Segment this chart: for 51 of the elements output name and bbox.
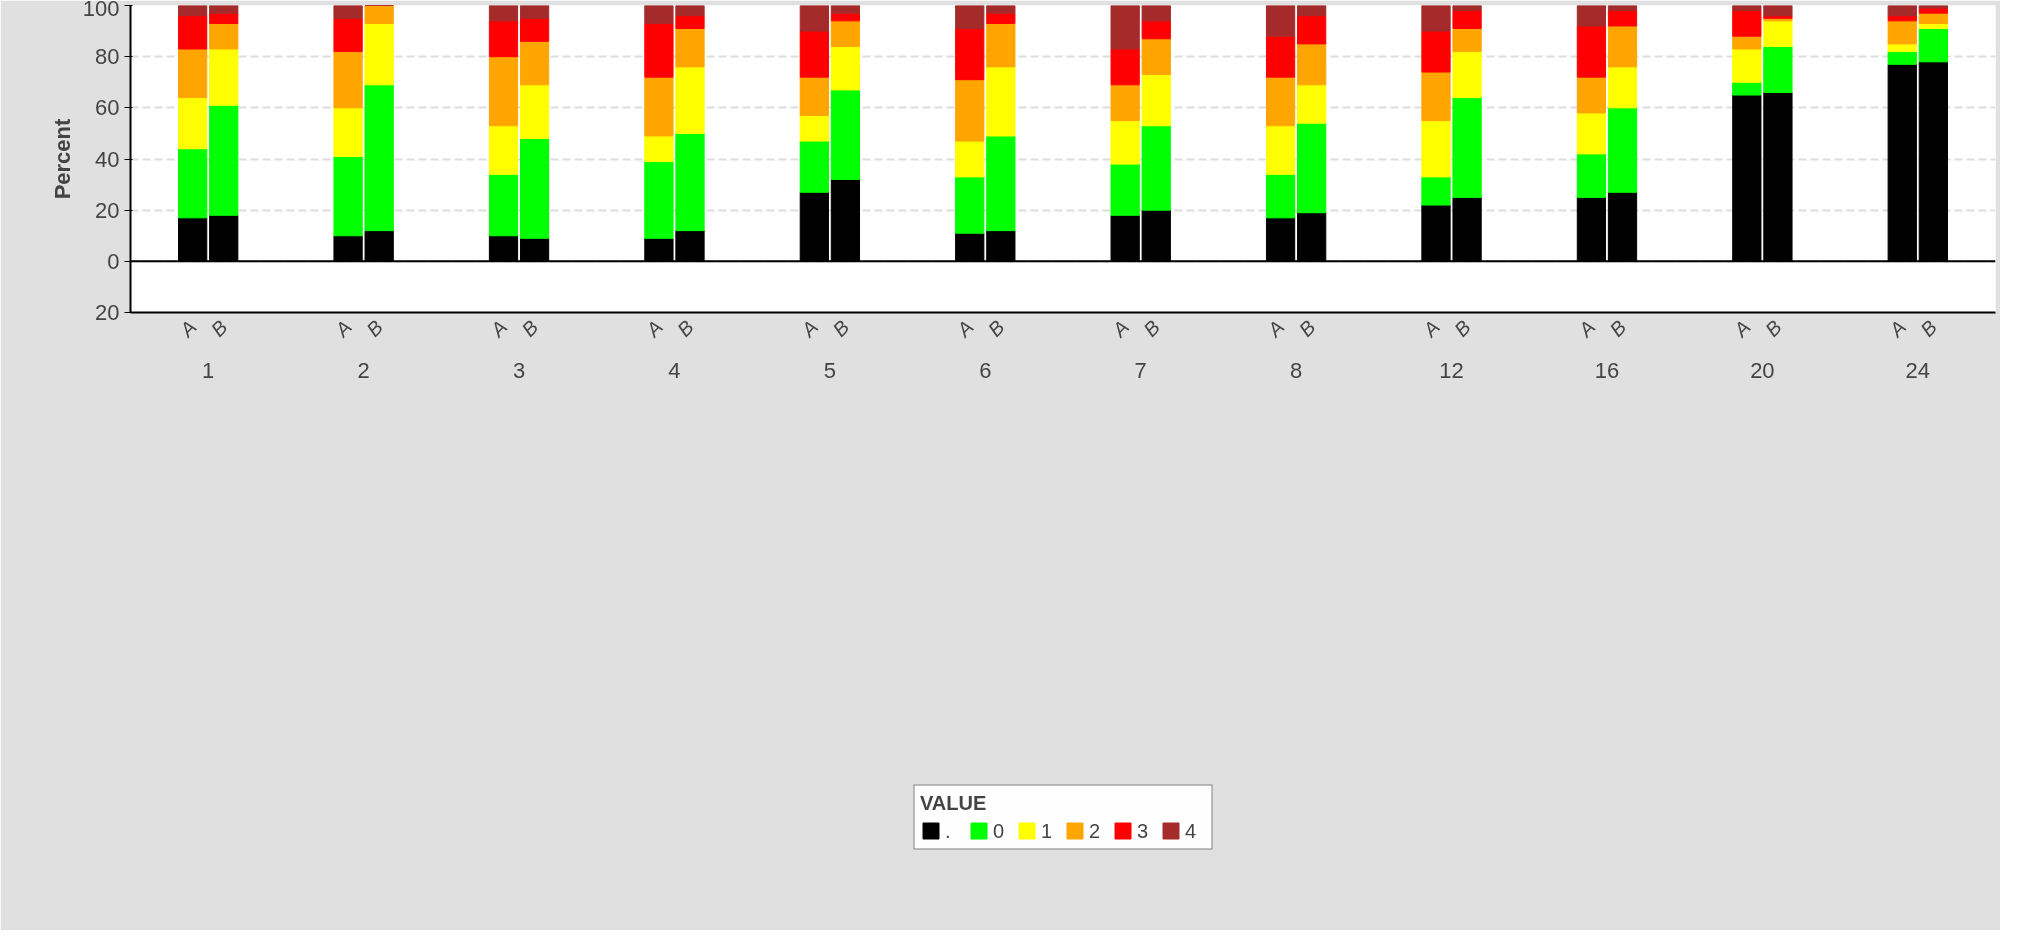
x-tick-label: B — [828, 315, 854, 341]
x-tick-label: B — [983, 315, 1009, 341]
x-tick-label: A — [1262, 315, 1289, 342]
x-tick-label: A — [330, 315, 356, 342]
y-tick-label: 0 — [107, 248, 120, 274]
y-tick-label: 100 — [82, 0, 120, 21]
legend-label: 2 — [1089, 819, 1102, 843]
text: 24 — [1905, 357, 1931, 383]
text: 4 — [668, 357, 681, 383]
legend-title: VALUE — [920, 791, 988, 815]
x-tick-label: B — [1760, 315, 1786, 341]
text: 12 — [1439, 357, 1464, 383]
y-tick-label: 60 — [95, 95, 120, 121]
text: 20 — [1750, 357, 1775, 383]
x-tick-label: B — [1139, 315, 1165, 341]
x-tick-label: A — [951, 315, 978, 342]
text: 16 — [1594, 357, 1620, 383]
x-tick-label: A — [1418, 315, 1444, 342]
x-tick-label: A — [1573, 315, 1600, 342]
x-tick-label: B — [1449, 315, 1475, 341]
text: 3 — [512, 357, 526, 383]
legend-label: 1 — [1041, 819, 1054, 843]
text: 8 — [1290, 357, 1303, 383]
text: 5 — [823, 357, 837, 383]
y-axis-title: Percent — [49, 117, 75, 200]
x-tick-label: B — [206, 315, 232, 341]
x-tick-label: A — [796, 315, 823, 342]
legend-label: 0 — [993, 819, 1006, 843]
legend-label: . — [945, 819, 952, 843]
text: 7 — [1134, 357, 1147, 383]
y-tick-label: 40 — [95, 146, 120, 172]
x-tick-label: B — [361, 315, 388, 341]
x-tick-label: B — [1294, 315, 1320, 341]
x-tick-label: A — [1107, 315, 1134, 342]
x-tick-label: A — [485, 315, 512, 342]
text: 2 — [357, 357, 370, 383]
y-tick-label: 20 — [95, 197, 120, 223]
y-tick-label: 80 — [95, 44, 120, 70]
x-tick-label: A — [641, 315, 667, 342]
x-tick-label: B — [517, 315, 543, 341]
x-tick-label: A — [174, 315, 201, 342]
text: 6 — [979, 357, 992, 383]
x-tick-label: B — [672, 315, 698, 341]
y-tick-label: 20 — [95, 300, 120, 325]
x-tick-label: A — [1884, 315, 1911, 342]
text: 1 — [202, 357, 215, 383]
legend-label: 4 — [1185, 819, 1198, 843]
x-tick-label: A — [1728, 315, 1755, 342]
x-tick-label: B — [1605, 315, 1631, 341]
x-tick-label: B — [1916, 315, 1942, 341]
legend-label: 3 — [1137, 819, 1150, 843]
